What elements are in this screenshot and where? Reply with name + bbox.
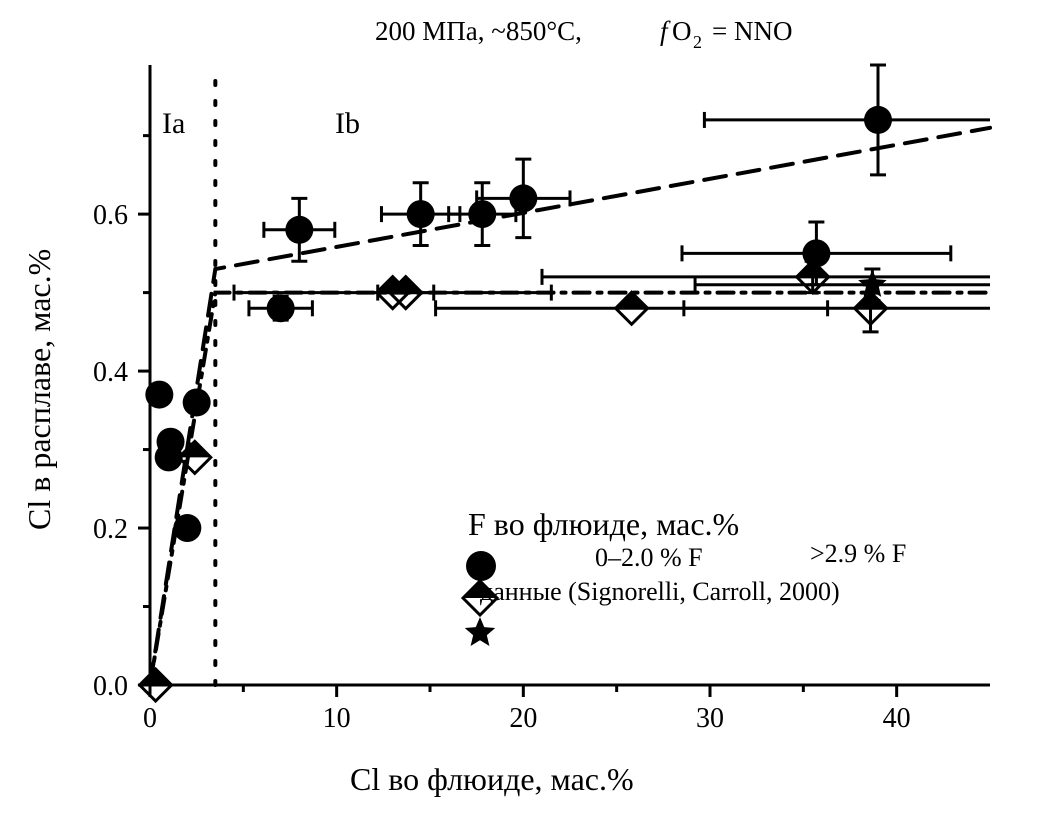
diamond-marker xyxy=(852,290,889,327)
region-label-ib: Ib xyxy=(335,107,360,140)
y-tick-label: 0.0 xyxy=(93,671,128,702)
legend-entry-signorelli: данные (Signorelli, Carroll, 2000) xyxy=(480,577,840,606)
data-point xyxy=(702,63,990,177)
y-axis-label: Cl в расплаве, мас.% xyxy=(21,249,57,530)
dash-dot-line xyxy=(148,290,992,687)
diamond-marker-top xyxy=(178,441,211,458)
title-fo2: O xyxy=(672,16,692,46)
y-tick-label: 0.2 xyxy=(93,514,128,545)
legend-entry-high-f: >2.9 % F xyxy=(810,539,906,568)
diamond-marker xyxy=(387,274,424,311)
data-point xyxy=(475,157,572,240)
data-point xyxy=(176,439,213,476)
diamond-marker xyxy=(794,258,831,296)
chart-title: 200 МПа, ~850°C, xyxy=(375,16,582,46)
region-label-ia: Ia xyxy=(162,107,185,140)
circle-marker xyxy=(182,388,211,417)
diamond-marker-top xyxy=(615,292,648,309)
data-point xyxy=(182,388,211,417)
x-tick-label: 20 xyxy=(509,703,537,734)
circle-marker xyxy=(468,200,497,229)
star-marker xyxy=(858,269,887,297)
diamond-marker xyxy=(460,578,500,618)
title-fo2-prefix: f xyxy=(660,16,671,46)
legend-entry-low-f: 0–2.0 % F xyxy=(595,543,703,572)
data-point xyxy=(540,258,990,296)
data-point xyxy=(693,267,990,302)
x-tick-label: 10 xyxy=(323,703,351,734)
diamond-marker-top xyxy=(463,581,497,598)
y-tick-label: 0.6 xyxy=(93,200,128,231)
title-fo2-value: = NNO xyxy=(712,16,792,46)
circle-marker xyxy=(173,514,202,543)
x-tick-label: 40 xyxy=(883,703,911,734)
data-point xyxy=(262,196,337,263)
diamond-marker-top xyxy=(139,669,172,685)
circle-marker xyxy=(266,294,295,323)
data-point xyxy=(247,294,314,323)
data-point xyxy=(447,181,518,248)
circle-marker xyxy=(406,200,435,229)
star-marker xyxy=(464,617,496,646)
dashed-line xyxy=(148,125,992,687)
data-point xyxy=(154,443,183,472)
diamond-marker-top xyxy=(796,260,829,277)
diamond-marker xyxy=(176,439,213,476)
diamond-marker xyxy=(613,290,650,327)
x-tick-label: 0 xyxy=(143,703,157,734)
legend: F во флюиде, мас.% >2.9 % F 0–2.0 % F да… xyxy=(460,506,906,646)
data-point xyxy=(145,380,174,409)
data-point xyxy=(376,274,436,311)
x-tick-label: 30 xyxy=(696,703,724,734)
diamond-marker-top xyxy=(389,276,422,293)
circle-marker xyxy=(154,443,183,472)
circle-marker xyxy=(466,551,496,581)
x-axis-label: Cl во флюиде, мас.% xyxy=(350,761,634,797)
circle-marker xyxy=(509,184,538,213)
y-tick-label: 0.4 xyxy=(93,357,128,388)
data-point xyxy=(379,181,462,248)
circle-marker xyxy=(145,380,174,409)
circle-marker xyxy=(285,215,314,244)
title-fo2-sub: 2 xyxy=(693,32,702,52)
legend-title: F во флюиде, мас.% xyxy=(468,506,739,542)
circle-marker xyxy=(864,105,892,134)
data-point xyxy=(173,514,202,543)
